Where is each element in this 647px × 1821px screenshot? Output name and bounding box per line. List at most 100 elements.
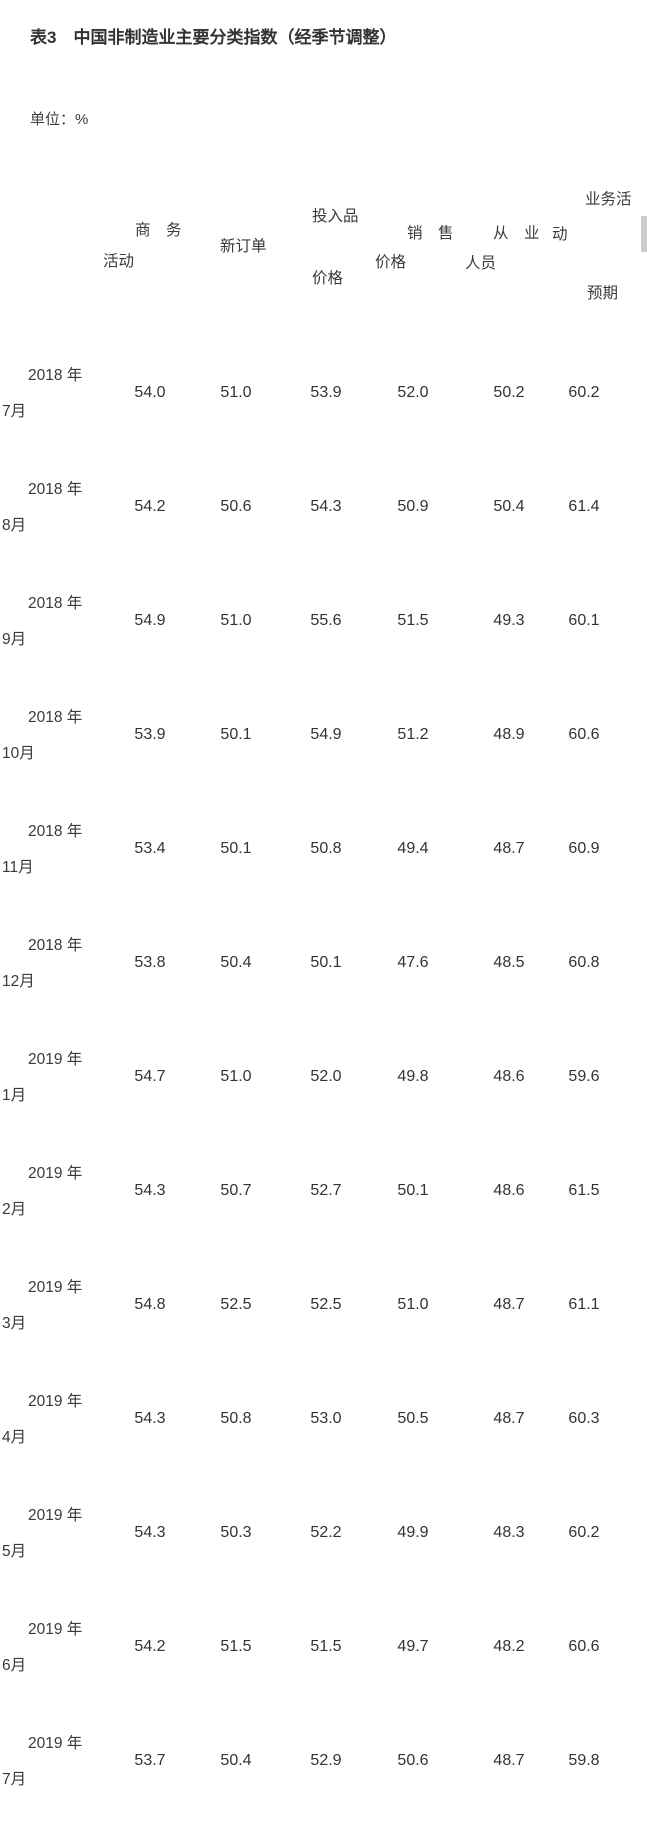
cell-value: 50.7 [220, 1182, 252, 1199]
cell-value: 48.6 [493, 1182, 525, 1199]
cell-value: 60.6 [568, 726, 600, 743]
cell-value: 51.0 [220, 612, 252, 629]
row-month: 7月 [2, 1771, 27, 1788]
cell-value: 60.9 [568, 840, 600, 857]
cell-value: 60.2 [568, 384, 600, 401]
unit-label: 单位：% [30, 111, 89, 128]
cell-value: 48.9 [493, 726, 525, 743]
row-month: 4月 [2, 1429, 27, 1446]
cell-value: 49.4 [397, 840, 429, 857]
cell-value: 52.7 [310, 1182, 342, 1199]
cell-value: 51.0 [220, 384, 252, 401]
cell-value: 48.3 [493, 1524, 525, 1541]
col-header-employment-line2: 人员 [465, 255, 497, 272]
cell-value: 49.8 [397, 1068, 429, 1085]
cell-value: 50.1 [220, 726, 252, 743]
cell-value: 61.1 [568, 1296, 600, 1313]
row-month: 11月 [2, 859, 34, 876]
cell-value: 60.2 [568, 1524, 600, 1541]
row-year: 2019 年 [28, 1735, 83, 1752]
row-year: 2019 年 [28, 1051, 83, 1068]
cell-value: 48.2 [493, 1638, 525, 1655]
cell-value: 51.5 [397, 612, 429, 629]
cell-value: 59.8 [568, 1752, 600, 1769]
row-year: 2019 年 [28, 1165, 83, 1182]
cell-value: 53.9 [134, 726, 166, 743]
row-year: 2018 年 [28, 709, 83, 726]
cell-value: 52.5 [220, 1296, 252, 1313]
cell-value: 53.0 [310, 1410, 342, 1427]
table-row: 2019 年 1月 54.7 51.0 52.0 49.8 48.6 59.6 [0, 1050, 647, 1110]
cell-value: 50.4 [220, 954, 252, 971]
cell-value: 53.7 [134, 1752, 166, 1769]
table-row: 2018 年 10月 53.9 50.1 54.9 51.2 48.9 60.6 [0, 708, 647, 768]
cell-value: 51.5 [220, 1638, 252, 1655]
cell-value: 50.1 [397, 1182, 429, 1199]
cell-value: 49.3 [493, 612, 525, 629]
row-year: 2019 年 [28, 1621, 83, 1638]
cell-value: 47.6 [397, 954, 429, 971]
row-month: 7月 [2, 403, 27, 420]
cell-value: 50.3 [220, 1524, 252, 1541]
table-row: 2019 年 2月 54.3 50.7 52.7 50.1 48.6 61.5 [0, 1164, 647, 1224]
row-year: 2019 年 [28, 1507, 83, 1524]
table-row: 2019 年 3月 54.8 52.5 52.5 51.0 48.7 61.1 [0, 1278, 647, 1338]
table-row: 2019 年 7月 53.7 50.4 52.9 50.6 48.7 59.8 [0, 1734, 647, 1794]
table-row: 2019 年 4月 54.3 50.8 53.0 50.5 48.7 60.3 [0, 1392, 647, 1452]
row-month: 6月 [2, 1657, 27, 1674]
cell-value: 54.3 [134, 1410, 166, 1427]
col-header-employment-line1: 从 业 [493, 225, 540, 242]
cell-value: 53.4 [134, 840, 166, 857]
cell-value: 50.6 [220, 498, 252, 515]
cell-value: 54.7 [134, 1068, 166, 1085]
cell-value: 54.9 [310, 726, 342, 743]
cell-value: 50.8 [220, 1410, 252, 1427]
cell-value: 51.2 [397, 726, 429, 743]
row-year: 2018 年 [28, 367, 83, 384]
col-header-selling-prices-line1: 销 售 [407, 225, 454, 242]
row-month: 9月 [2, 631, 27, 648]
table-row: 2019 年 5月 54.3 50.3 52.2 49.9 48.3 60.2 [0, 1506, 647, 1566]
cell-value: 48.5 [493, 954, 525, 971]
cell-value: 52.5 [310, 1296, 342, 1313]
table-row: 2018 年 9月 54.9 51.0 55.6 51.5 49.3 60.1 [0, 594, 647, 654]
cell-value: 60.3 [568, 1410, 600, 1427]
cell-value: 52.2 [310, 1524, 342, 1541]
col-header-input-prices-line1: 投入品 [312, 208, 359, 225]
row-month: 3月 [2, 1315, 27, 1332]
table-row: 2018 年 8月 54.2 50.6 54.3 50.9 50.4 61.4 [0, 480, 647, 540]
scrollbar-thumb[interactable] [641, 216, 647, 252]
row-year: 2018 年 [28, 937, 83, 954]
cell-value: 50.1 [310, 954, 342, 971]
cell-value: 59.6 [568, 1068, 600, 1085]
col-header-expectation-line2: 动 [552, 226, 568, 243]
cell-value: 53.9 [310, 384, 342, 401]
row-month: 8月 [2, 517, 27, 534]
cell-value: 51.0 [220, 1068, 252, 1085]
cell-value: 52.0 [397, 384, 429, 401]
row-year: 2018 年 [28, 823, 83, 840]
cell-value: 61.5 [568, 1182, 600, 1199]
row-month: 10月 [2, 745, 35, 762]
cell-value: 52.9 [310, 1752, 342, 1769]
cell-value: 54.3 [134, 1524, 166, 1541]
cell-value: 51.0 [397, 1296, 429, 1313]
cell-value: 52.0 [310, 1068, 342, 1085]
cell-value: 49.9 [397, 1524, 429, 1541]
cell-value: 48.7 [493, 1296, 525, 1313]
cell-value: 49.7 [397, 1638, 429, 1655]
row-year: 2019 年 [28, 1393, 83, 1410]
row-year: 2018 年 [28, 481, 83, 498]
cell-value: 60.1 [568, 612, 600, 629]
cell-value: 54.2 [134, 1638, 166, 1655]
cell-value: 50.9 [397, 498, 429, 515]
page-title: 表3 中国非制造业主要分类指数（经季节调整） [30, 28, 397, 47]
row-month: 2月 [2, 1201, 27, 1218]
col-header-new-orders: 新订单 [220, 238, 267, 255]
table-row: 2018 年 11月 53.4 50.1 50.8 49.4 48.7 60.9 [0, 822, 647, 882]
cell-value: 48.7 [493, 840, 525, 857]
cell-value: 54.3 [310, 498, 342, 515]
cell-value: 48.6 [493, 1068, 525, 1085]
row-month: 5月 [2, 1543, 27, 1560]
